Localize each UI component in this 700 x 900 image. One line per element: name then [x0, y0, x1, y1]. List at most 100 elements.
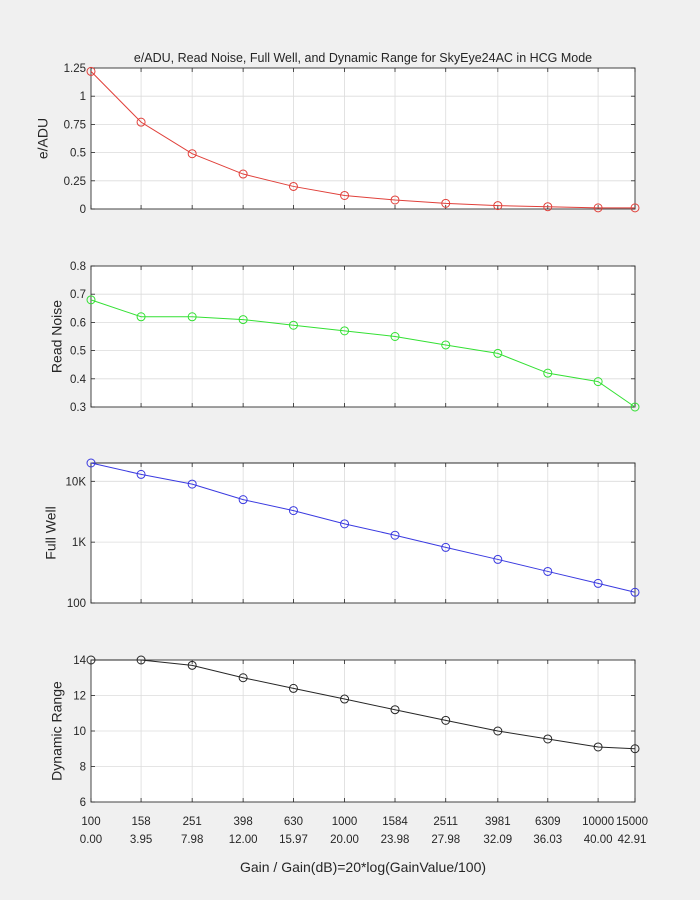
data-point: [288, 683, 298, 693]
x-tick-label-gain: 10000: [582, 816, 614, 828]
series-line: [90, 71, 635, 209]
x-tick-label-db: 23.98: [381, 834, 410, 846]
y-tick-label: 0.5: [70, 346, 86, 358]
data-point: [441, 198, 451, 208]
data-point: [630, 744, 640, 754]
data-point: [340, 519, 350, 529]
data-point: [288, 320, 298, 330]
data-point: [187, 312, 197, 322]
data-point: [136, 655, 146, 665]
data-point: [390, 332, 400, 341]
x-tick-label-gain: 630: [284, 816, 303, 828]
data-point: [136, 469, 146, 479]
data-point: [136, 117, 146, 127]
y-tick-label: 10K: [66, 476, 87, 488]
data-point: [340, 190, 350, 200]
y-tick-label: 0.8: [70, 261, 86, 273]
data-point: [187, 149, 197, 159]
data-point: [630, 587, 640, 597]
data-point: [630, 402, 640, 412]
y-tick-label: 1K: [72, 537, 86, 549]
y-tick-label: 0.7: [70, 289, 86, 301]
x-tick-label-db: 36.03: [533, 834, 562, 846]
y-tick-label: 0: [80, 204, 86, 216]
data-point: [593, 578, 603, 588]
data-point: [493, 554, 503, 564]
data-point: [390, 530, 400, 540]
plot-border: [90, 462, 636, 604]
x-tick-label-gain: 158: [131, 816, 150, 828]
x-tick-label-db: 7.98: [181, 834, 203, 846]
x-tick-label-gain: 1000: [332, 816, 358, 828]
series-line: [90, 299, 636, 408]
data-point: [340, 326, 350, 336]
chart-title: e/ADU, Read Noise, Full Well, and Dynami…: [134, 51, 592, 65]
data-point: [441, 340, 451, 350]
data-point: [543, 368, 553, 378]
x-tick-label-gain: 2511: [433, 816, 458, 828]
y-tick-label: 1.25: [64, 63, 86, 75]
y-tick-label: 8: [80, 762, 86, 774]
y-axis-label: e/ADU: [35, 118, 51, 159]
data-point: [86, 655, 96, 665]
x-tick-label-db: 32.09: [483, 834, 512, 846]
y-tick-label: 0.3: [70, 402, 86, 414]
y-tick-label: 1: [80, 91, 86, 103]
data-point: [288, 181, 298, 191]
y-tick-label: 0.75: [64, 119, 86, 131]
data-point: [593, 377, 603, 387]
data-point: [187, 479, 197, 489]
plot-area: [90, 265, 636, 408]
data-point: [493, 201, 503, 211]
x-tick-label-gain: 100: [81, 816, 100, 828]
plot-area: [90, 67, 636, 210]
y-tick-label: 10: [73, 726, 86, 738]
data-point: [441, 715, 451, 725]
x-tick-label-gain: 398: [234, 816, 253, 828]
data-point: [493, 348, 503, 358]
x-axis-label: Gain / Gain(dB)=20*log(GainValue/100): [240, 859, 486, 875]
data-point: [630, 203, 640, 213]
data-point: [543, 566, 553, 576]
y-tick-label: 12: [73, 691, 86, 703]
data-point: [288, 506, 298, 516]
x-tick-label-db: 42.91: [618, 834, 647, 846]
x-tick-label-db: 27.98: [431, 834, 460, 846]
x-tick-label-gain: 1584: [382, 816, 408, 828]
data-point: [493, 726, 503, 736]
x-tick-label-db: 15.97: [279, 834, 308, 846]
plot-area: [90, 462, 636, 604]
x-tick-labels: 100 0.00 158 3.95 251 7.98 398 12.00 630 15.97 100…: [80, 816, 648, 846]
x-tick-label-gain: 3981: [485, 816, 511, 828]
data-point: [187, 660, 197, 670]
data-point: [238, 495, 248, 505]
y-tick-label: 0.5: [70, 148, 86, 160]
y-tick-label: 0.4: [70, 374, 87, 386]
data-point: [390, 195, 400, 205]
x-tick-label-db: 0.00: [80, 834, 102, 846]
data-point: [543, 734, 553, 744]
data-point: [86, 295, 96, 305]
x-tick-label-gain: 251: [183, 816, 202, 828]
panel-2: 100 1K 10K Full Well: [43, 458, 640, 610]
data-point: [543, 202, 553, 212]
series-line: [91, 659, 636, 750]
data-point: [390, 705, 400, 715]
panel-0: 0 0.25 0.5 0.75 1 1.25 e/ADU: [35, 63, 640, 216]
data-point: [593, 742, 603, 752]
y-tick-label: 100: [67, 598, 86, 610]
data-point: [238, 673, 248, 683]
x-tick-label-db: 12.00: [229, 834, 258, 846]
y-axis-label: Full Well: [43, 506, 59, 559]
panels-group: 0 0.25 0.5 0.75 1 1.25 e/ADU 0.3 0.4 0.5 0.6 0.7 0.8…: [35, 63, 640, 809]
data-point: [593, 203, 603, 213]
x-tick-label-db: 40.00: [584, 834, 613, 846]
x-tick-label-gain: 6309: [535, 816, 561, 828]
y-tick-label: 14: [73, 655, 86, 667]
y-axis-label: Read Noise: [49, 300, 65, 373]
x-tick-label-db: 3.95: [130, 834, 152, 846]
x-tick-label-db: 20.00: [330, 834, 359, 846]
series-line: [90, 462, 636, 593]
y-axis-label: Dynamic Range: [49, 681, 65, 781]
